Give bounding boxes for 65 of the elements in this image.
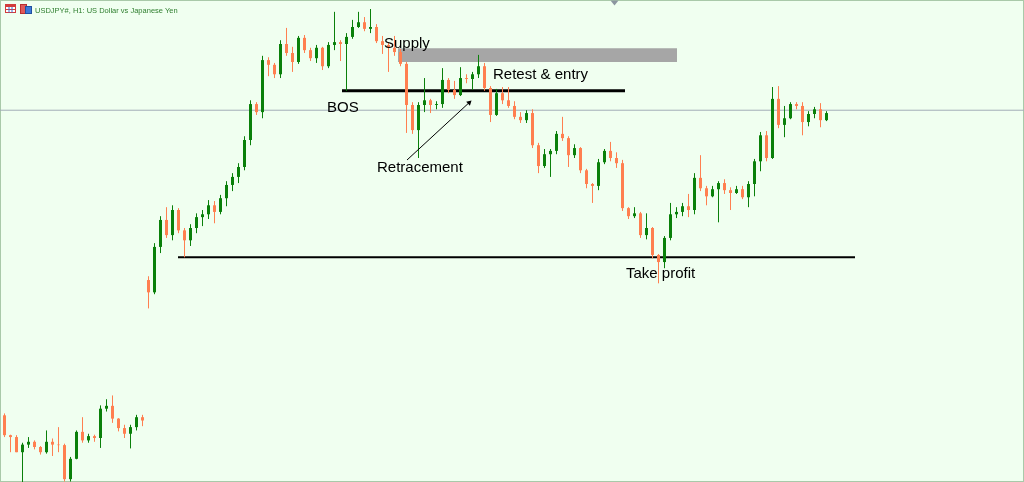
candlestick: [165, 206, 168, 239]
candlestick: [717, 180, 720, 223]
candlestick: [687, 193, 690, 218]
ref-line-label: Take profit: [626, 264, 697, 282]
candlestick: [225, 180, 228, 207]
candlestick: [189, 223, 192, 247]
candlestick: [591, 182, 594, 204]
candlestick: [351, 19, 354, 40]
candlestick: [3, 412, 6, 438]
candlestick: [195, 212, 198, 234]
candlestick: [753, 158, 756, 197]
candlestick: [267, 56, 270, 77]
candlestick: [819, 102, 822, 128]
ref-line-label: BOS: [327, 97, 359, 115]
candlestick: [369, 8, 372, 34]
candlestick: [345, 32, 348, 92]
candlestick: [669, 202, 672, 241]
candlestick: [699, 154, 702, 192]
candlestick: [69, 456, 72, 482]
candlestick: [321, 46, 324, 71]
candlestick: [333, 11, 336, 51]
candlestick: [291, 46, 294, 73]
candlestick: [327, 41, 330, 69]
candlestick: [705, 185, 708, 206]
candlestick: [459, 66, 462, 97]
candlestick: [639, 211, 642, 239]
candlestick: [783, 105, 786, 138]
candlestick: [375, 23, 378, 44]
annotation: Retracement: [377, 158, 464, 175]
candlestick: [597, 158, 600, 191]
candlestick: [339, 39, 342, 62]
candlestick: [495, 88, 498, 117]
annotation: Retest & entry: [493, 65, 589, 82]
candlestick: [645, 212, 648, 240]
candlestick: [111, 394, 114, 424]
candlestick: [585, 168, 588, 189]
candlestick: [129, 424, 132, 449]
candlestick: [609, 141, 612, 162]
candlestick: [219, 194, 222, 215]
candlestick: [765, 130, 768, 162]
candlestick: [567, 135, 570, 168]
candlestick: [555, 130, 558, 155]
candlestick: [177, 207, 180, 234]
candlestick: [213, 200, 216, 224]
candlestick: [477, 54, 480, 79]
candlestick: [237, 162, 240, 184]
candlestick: [657, 253, 660, 284]
candlestick: [147, 275, 150, 309]
candlestick: [183, 227, 186, 258]
candlestick: [543, 148, 546, 169]
candlestick: [537, 142, 540, 174]
candlestick: [801, 101, 804, 136]
candlestick: [285, 27, 288, 57]
candlestick: [729, 186, 732, 211]
candlestick: [207, 199, 210, 220]
candlestick: [747, 180, 750, 208]
candlestick: [423, 77, 426, 113]
candlestick: [45, 429, 48, 455]
candlestick: [507, 86, 510, 109]
candlestick: [21, 442, 24, 482]
candlestick: [579, 146, 582, 174]
candlestick: [561, 116, 564, 142]
candlestick: [549, 148, 552, 178]
candlestick: [81, 416, 84, 444]
candlestick: [483, 62, 486, 92]
